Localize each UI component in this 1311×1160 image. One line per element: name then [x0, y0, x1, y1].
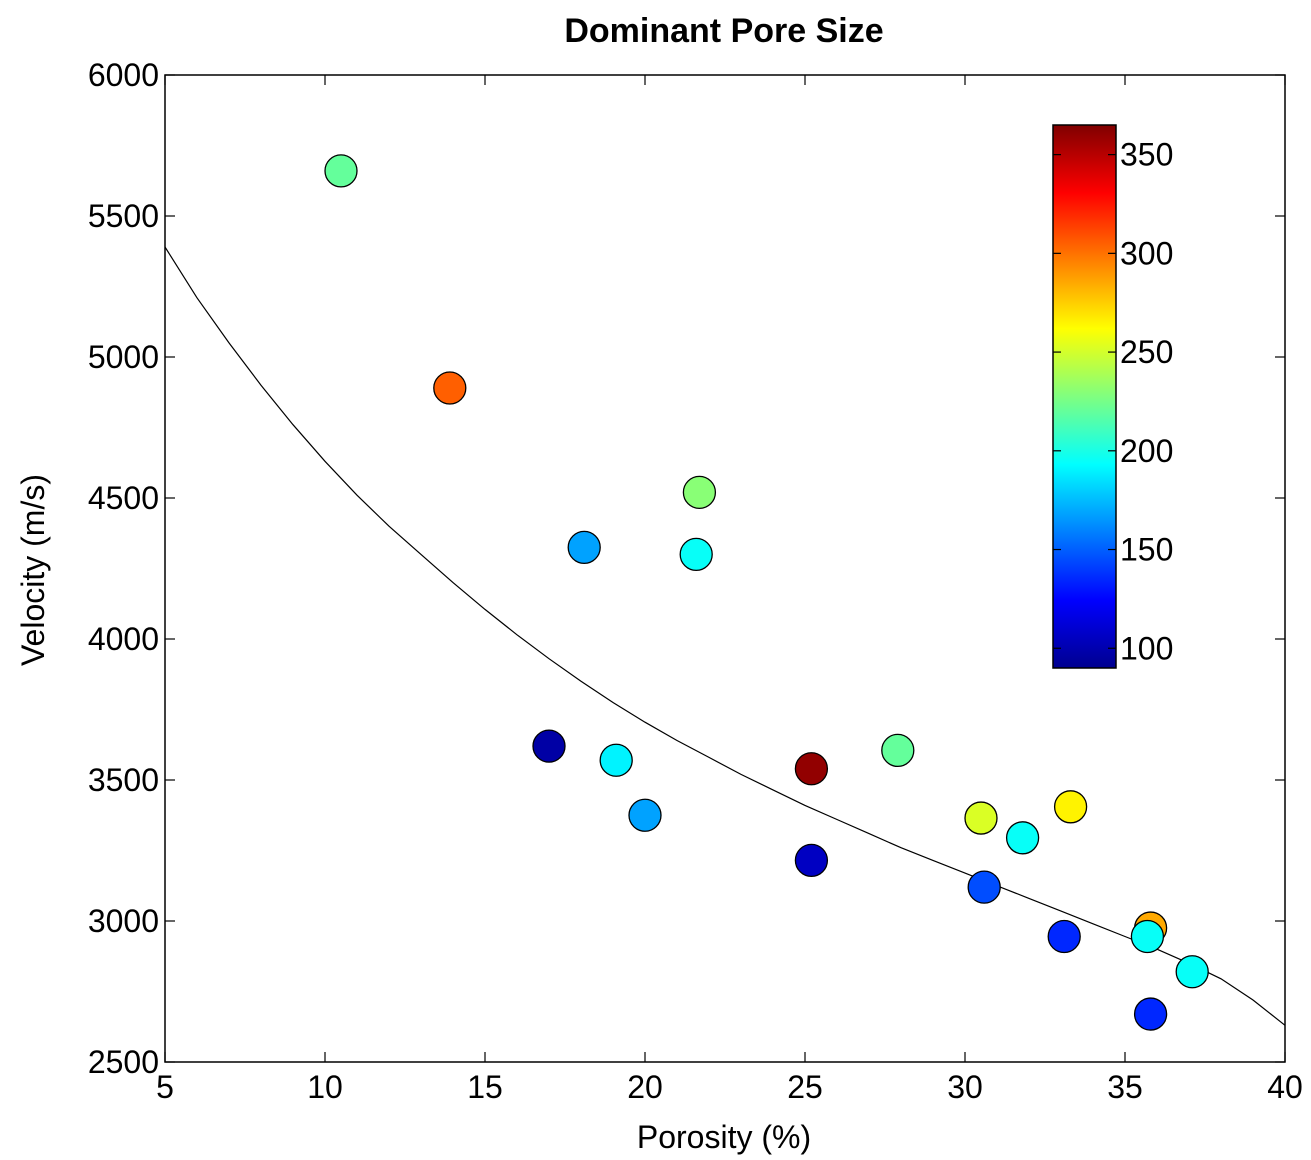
data-point: [794, 752, 829, 786]
fit-curve: [164, 246, 1286, 1026]
data-point: [1175, 955, 1209, 989]
x-tick-label: 40: [1267, 1069, 1303, 1105]
x-axis: 5 10 15 20 25 30 35 40: [156, 75, 1303, 1105]
colorbar-tick-label: 200: [1120, 433, 1173, 469]
data-point: [679, 537, 713, 572]
colorbar-tick-label: 350: [1120, 137, 1173, 173]
y-tick-label: 3500: [88, 762, 159, 798]
y-tick-label: 2500: [88, 1044, 159, 1080]
y-tick-label: 5500: [88, 198, 159, 234]
data-point: [433, 371, 467, 405]
data-point: [1053, 790, 1088, 824]
data-point: [324, 154, 358, 188]
x-tick-label: 20: [627, 1069, 663, 1105]
colorbar-gradient: [1052, 124, 1117, 669]
y-tick-label: 4500: [88, 480, 159, 516]
y-tick-label: 6000: [88, 57, 159, 93]
data-point: [599, 743, 633, 777]
data-point: [964, 801, 998, 835]
colorbar-tick-label: 150: [1120, 532, 1173, 568]
colorbar-tick-label: 300: [1120, 235, 1173, 271]
y-axis: 2500 3000 3500 4000 4500 5000 5500 6000: [88, 57, 1285, 1080]
data-point: [532, 729, 566, 763]
data-point: [628, 798, 662, 832]
y-tick-label: 5000: [88, 339, 159, 375]
colorbar: 100 150 200 250 300 350: [1052, 124, 1173, 669]
data-point: [1130, 919, 1165, 954]
x-tick-label: 35: [1107, 1069, 1143, 1105]
data-point: [567, 530, 601, 564]
x-tick-label: 25: [787, 1069, 823, 1105]
data-point: [881, 733, 915, 768]
x-tick-label: 15: [467, 1069, 503, 1105]
colorbar-ticks: 100 150 200 250 300 350: [1053, 137, 1173, 666]
y-tick-label: 4000: [88, 621, 159, 657]
data-point: [1005, 821, 1040, 855]
data-point: [1133, 997, 1168, 1031]
y-tick-label: 3000: [88, 903, 159, 939]
x-tick-label: 10: [307, 1069, 343, 1105]
y-axis-label: Velocity (m/s): [15, 474, 51, 666]
colorbar-tick-label: 250: [1120, 334, 1173, 370]
data-point: [967, 870, 1001, 904]
x-axis-label: Porosity (%): [637, 1119, 811, 1155]
colorbar-tick-label: 100: [1120, 630, 1173, 666]
data-point: [794, 843, 829, 878]
x-tick-label: 30: [947, 1069, 983, 1105]
chart-title: Dominant Pore Size: [564, 12, 883, 50]
x-tick-label: 5: [156, 1069, 174, 1105]
plot-area: [164, 74, 1286, 1063]
data-points: [324, 154, 1209, 1031]
data-point: [1047, 919, 1081, 954]
data-point: [682, 475, 717, 510]
